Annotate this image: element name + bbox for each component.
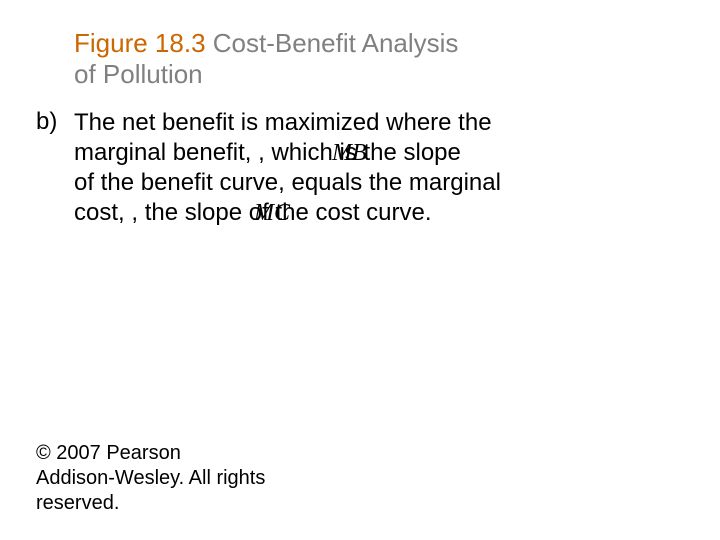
body-line-2-text: marginal benefit, , which is the slope — [74, 139, 461, 166]
body-line-4: cost, , the slope of the cost curve. MC — [74, 198, 684, 228]
figure-title-block: Figure 18.3 Cost-Benefit Analysis of Pol… — [36, 28, 684, 90]
body-line-2: marginal benefit, , which is the slope M… — [74, 138, 684, 168]
body-paragraph: The net benefit is maximized where the m… — [74, 108, 684, 228]
list-marker: b) — [36, 108, 70, 136]
figure-title-part1: Cost-Benefit Analysis — [206, 28, 459, 58]
body-line-4-text: cost, , the slope of the cost curve. — [74, 199, 432, 226]
body-text-block: b) The net benefit is maximized where th… — [36, 108, 684, 228]
body-line-1: The net benefit is maximized where the — [74, 108, 684, 138]
copyright-block: © 2007 Pearson Addison-Wesley. All right… — [36, 441, 265, 516]
copyright-line-1: © 2007 Pearson — [36, 442, 181, 464]
body-line-3: of the benefit curve, equals the margina… — [74, 168, 684, 198]
copyright-line-3: reserved. — [36, 492, 119, 514]
figure-title-part2: of Pollution — [74, 59, 684, 90]
slide-container: Figure 18.3 Cost-Benefit Analysis of Pol… — [0, 0, 720, 540]
mb-symbol: MB — [332, 138, 367, 168]
figure-number: Figure 18.3 — [74, 28, 206, 58]
copyright-line-2: Addison-Wesley. All rights — [36, 467, 265, 489]
title-line-1: Figure 18.3 Cost-Benefit Analysis — [74, 28, 684, 59]
mc-symbol: MC — [254, 198, 290, 228]
